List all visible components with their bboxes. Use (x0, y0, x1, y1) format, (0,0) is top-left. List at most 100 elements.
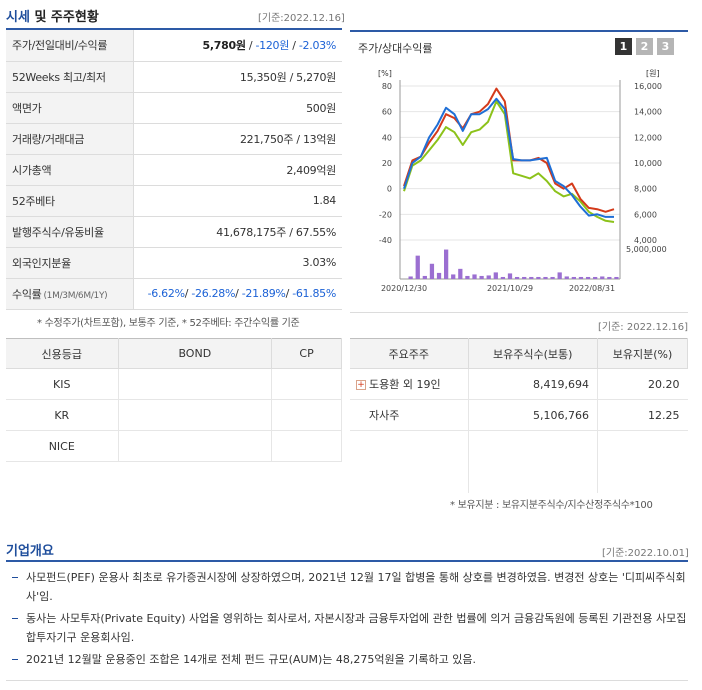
volume-bar (522, 276, 527, 279)
holder-pct: 20.20 (597, 368, 688, 400)
left-tick-label: -40 (379, 236, 392, 245)
price-chart: [%] [원] 80 60 40 20 0 -20 -40 16,000 14,000 12,000 1… (378, 69, 667, 293)
right-tick-label: 6,000 (634, 210, 657, 219)
holders-header-cell: 보유지분(%) (597, 338, 688, 369)
holder-name-cell[interactable]: + 도용환 외 19인 (350, 368, 469, 400)
volume-bar (571, 276, 576, 279)
stock-row-label: 시가총액 (6, 154, 134, 186)
stock-row-value: 1.84 (133, 185, 342, 217)
credit-cell: NICE (6, 430, 119, 462)
stock-row-value: 3.03% (133, 247, 342, 279)
credit-cell (271, 399, 342, 431)
volume-bar (444, 249, 449, 279)
stock-row: 52Weeks 최고/최저 15,350원 / 5,270원 (6, 61, 342, 93)
stock-row-value: 15,350원 / 5,270원 (133, 61, 342, 93)
volume-bar (408, 276, 413, 279)
left-tick-label: 20 (382, 159, 392, 168)
volume-bar (536, 276, 541, 279)
expand-plus-icon[interactable]: + (356, 380, 366, 390)
credit-header-cell: BOND (118, 338, 273, 369)
stock-row-value: 5,780원 / -120원 / -2.03% (133, 30, 342, 62)
credit-header-cell: CP (271, 338, 342, 369)
holder-name: 도용환 외 19인 (369, 378, 441, 391)
company-bullet: 사모펀드(PEF) 운용사 최초로 유가증권시장에 상장하였으며, 2021년 … (6, 568, 688, 606)
stock-row-label: 거래량/거래대금 (6, 123, 134, 155)
left-tick-label: 60 (382, 108, 392, 117)
chart-panel-title: 주가/상대수익률 (358, 42, 433, 55)
company-bullet: 2021년 12월말 운용중인 조합은 14개로 전체 펀드 규모(AUM)는 … (6, 650, 688, 669)
company-bullet: 동사는 사모투자(Private Equity) 사업을 영위하는 회사로서, … (6, 609, 688, 647)
section-header: 시세 및 주주현황 (6, 6, 342, 25)
stock-row-value: 41,678,175주 / 67.55% (133, 216, 342, 248)
x-tick-label: 2021/10/29 (487, 284, 533, 293)
stock-row-label: 외국인지분율 (6, 247, 134, 279)
credit-row: KR (6, 399, 342, 431)
stock-row-label: 수익률 (1M/3M/6M/1Y) (6, 278, 134, 310)
stock-info-table: 주가/전일대비/수익률 5,780원 / -120원 / -2.03% 52Week… (6, 30, 342, 310)
series-line (403, 97, 614, 218)
company-bullets: 사모펀드(PEF) 운용사 최초로 유가증권시장에 상장하였으며, 2021년 … (6, 568, 688, 672)
volume-bar (550, 276, 555, 279)
stock-row-value: 221,750주 / 13억원 (133, 123, 342, 155)
credit-rating-table: 신용등급 BOND CP KIS KR NICE (6, 338, 342, 462)
credit-row: NICE (6, 430, 342, 462)
holders-ref-date: [기준: 2022.12.16] (598, 322, 689, 333)
volume-bar (557, 272, 562, 279)
left-tick-label: 80 (382, 82, 392, 91)
volume-bar (593, 276, 598, 279)
holders-header-cell: 보유주식수(보통) (468, 338, 598, 369)
stock-row-label: 52주베타 (6, 185, 134, 217)
volume-bar (472, 274, 477, 279)
stock-row: 수익률 (1M/3M/6M/1Y) -6.62%/ -26.28%/ -21.89%… (6, 278, 342, 310)
stock-row: 52주베타 1.84 (6, 185, 342, 217)
holder-empty-row (350, 430, 688, 462)
volume-bar (529, 276, 534, 279)
credit-row: KIS (6, 368, 342, 400)
holder-empty-row (350, 461, 688, 493)
company-title: 기업개요 (6, 544, 54, 559)
stock-row: 발행주식수/유동비율 41,678,175주 / 67.55% (6, 216, 342, 248)
stock-row-label: 52Weeks 최고/최저 (6, 61, 134, 93)
stock-row-value: 2,409억원 (133, 154, 342, 186)
chart-page-2-button[interactable]: 2 (636, 38, 653, 55)
volume-bar (479, 275, 484, 279)
right-tick-label: 4,000 (634, 236, 657, 245)
credit-cell (118, 399, 273, 431)
stock-row-label: 발행주식수/유동비율 (6, 216, 134, 248)
credit-cell: KIS (6, 368, 119, 400)
left-tick-label: -20 (379, 210, 392, 219)
stock-row: 주가/전일대비/수익률 5,780원 / -120원 / -2.03% (6, 30, 342, 62)
volume-bar (493, 272, 498, 279)
left-axis-unit: [%] (378, 69, 392, 78)
volume-bar (415, 255, 420, 279)
credit-cell: KR (6, 399, 119, 431)
right-tick-label: 16,000 (634, 82, 662, 91)
volume-bar (585, 276, 591, 279)
volume-bar (486, 275, 491, 279)
series-line (403, 100, 615, 223)
holder-shares: 8,419,694 (468, 368, 598, 400)
chart-page-1-button[interactable]: 1 (615, 38, 632, 55)
volume-bar (543, 276, 548, 279)
right-tick-label: 8,000 (634, 185, 657, 194)
stock-note: * 수정주가(차트포함), 보통주 기준, * 52주베타: 주간수익률 기준 (37, 318, 300, 329)
stock-row: 거래량/거래대금 221,750주 / 13억원 (6, 123, 342, 155)
volume-axis-label: 5,000,000 (626, 245, 667, 254)
volume-bar (564, 276, 569, 279)
volume-bar (458, 268, 463, 279)
volume-bar (578, 276, 584, 279)
right-tick-label: 10,000 (634, 159, 662, 168)
holder-shares: 5,106,766 (468, 399, 598, 431)
stock-row: 시가총액 2,409억원 (6, 154, 342, 186)
holder-name-cell: 자사주 (350, 399, 469, 431)
right-axis-unit: [원] (646, 69, 660, 78)
company-divider (6, 560, 688, 562)
stock-row-value: -6.62%/ -26.28%/ -21.89%/ -61.85% (133, 278, 342, 310)
credit-cell (118, 430, 273, 462)
right-tick-label: 14,000 (634, 108, 662, 117)
volume-bar (507, 273, 513, 279)
chart-page-3-button[interactable]: 3 (657, 38, 674, 55)
volume-bar (607, 276, 612, 279)
volume-bar (500, 276, 506, 279)
